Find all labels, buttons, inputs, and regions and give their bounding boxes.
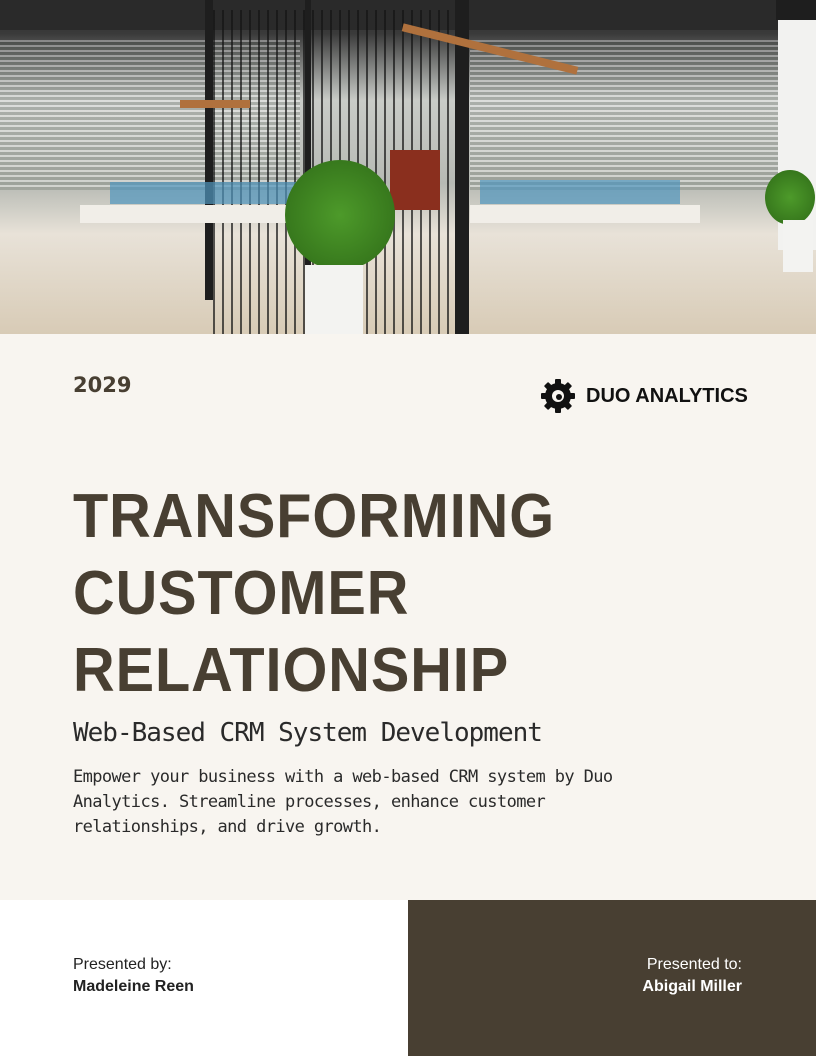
cabinet <box>390 150 440 210</box>
partition <box>205 0 213 300</box>
plant <box>765 170 815 225</box>
year: 2029 <box>73 373 132 397</box>
desk <box>470 205 700 223</box>
title-line: RELATIONSHIP <box>73 636 510 705</box>
logo-text: DUO ANALYTICS <box>586 384 748 407</box>
presented-to-label: Presented to: <box>646 956 742 973</box>
divider <box>480 180 680 204</box>
footer-left <box>0 900 408 1056</box>
pot <box>305 265 363 334</box>
footer-right <box>408 900 816 1056</box>
presented-by-label: Presented by: <box>73 956 172 973</box>
title-line: TRANSFORMING <box>73 482 556 551</box>
plant <box>285 160 395 270</box>
office-photo <box>0 0 816 334</box>
presented-to: Presented to: Abigail Miller <box>642 954 742 998</box>
page-title: TRANSFORMING CUSTOMER RELATIONSHIP <box>73 478 591 709</box>
subtitle: Web-Based CRM System Development <box>73 718 543 748</box>
presented-by: Presented by: Madeleine Reen <box>73 954 194 998</box>
divider <box>110 182 300 204</box>
presented-to-name: Abigail Miller <box>642 978 742 995</box>
description: Empower your business with a web-based C… <box>73 767 613 837</box>
gear-icon <box>541 379 575 413</box>
pot <box>783 220 813 272</box>
desk <box>80 205 310 223</box>
title-line: CUSTOMER <box>73 559 410 628</box>
lamp <box>180 100 250 108</box>
window <box>470 40 780 190</box>
presented-by-name: Madeleine Reen <box>73 978 194 995</box>
pillar <box>455 0 469 334</box>
logo: DUO ANALYTICS <box>540 378 748 414</box>
ceiling <box>776 0 816 20</box>
